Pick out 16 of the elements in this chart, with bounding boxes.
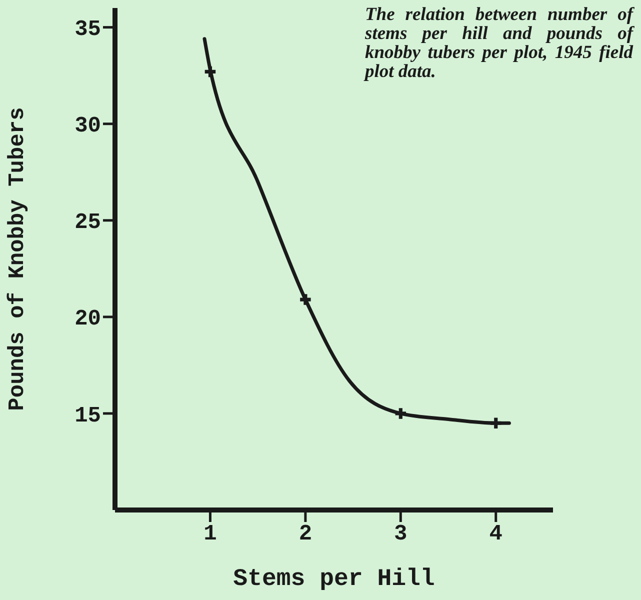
- x-axis-title: Stems per Hill: [233, 566, 435, 593]
- y-tick-label: 25: [74, 210, 101, 236]
- x-tick-label: 2: [298, 522, 312, 547]
- y-tick-label: 30: [74, 114, 101, 139]
- annotation: The relation between number of stems per hill and pounds of knobby tubers per plot, 1945 field plot data.: [365, 5, 633, 82]
- x-tick-label: 1: [204, 522, 217, 547]
- y-tick-label: 35: [74, 17, 101, 42]
- point: [204, 66, 216, 78]
- x-tick-label: 3: [394, 522, 408, 547]
- y-axis-title: Pounds of Knobby Tubers: [4, 107, 30, 411]
- y-tick-label: 20: [74, 306, 101, 332]
- point: [300, 294, 311, 305]
- point: [395, 408, 406, 419]
- point: [490, 418, 502, 428]
- y-tick-label: 15: [74, 403, 101, 428]
- x-tick-label: 4: [489, 522, 502, 547]
